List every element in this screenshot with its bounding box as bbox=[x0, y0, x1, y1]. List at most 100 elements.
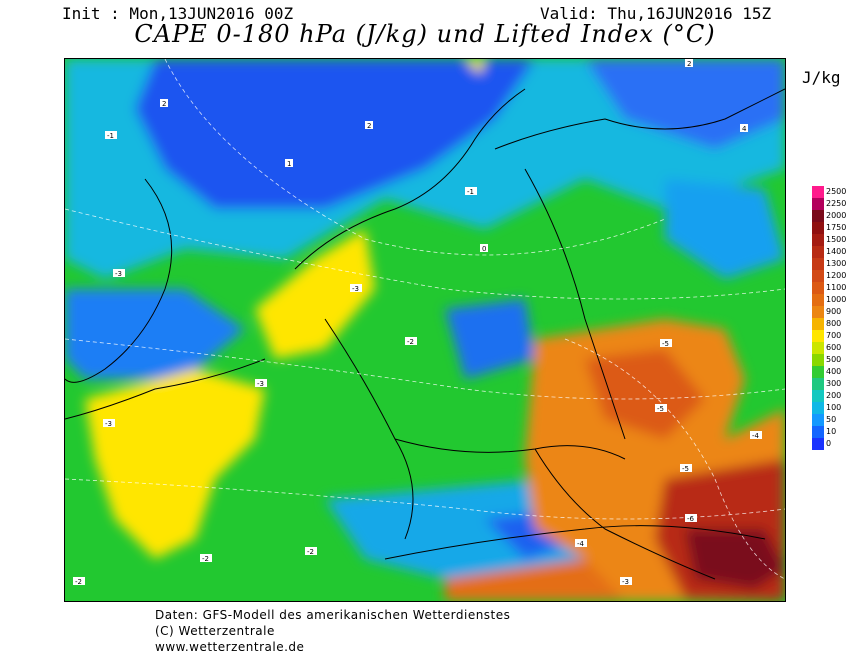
legend-label: 0 bbox=[826, 439, 832, 448]
li-label: -2 bbox=[305, 547, 317, 556]
li-label: 1 bbox=[285, 159, 293, 168]
li-label: 4 bbox=[740, 124, 748, 133]
legend-label: 1750 bbox=[826, 223, 847, 232]
legend-label: 600 bbox=[826, 343, 842, 352]
legend-unit: J/kg bbox=[802, 68, 841, 87]
legend-swatch bbox=[812, 210, 824, 222]
li-label: -2 bbox=[73, 577, 85, 586]
li-label: -2 bbox=[200, 554, 212, 563]
blue-northeast bbox=[585, 59, 785, 149]
svg-text:-2: -2 bbox=[75, 578, 82, 586]
legend-swatch bbox=[812, 270, 824, 282]
legend-label: 300 bbox=[826, 379, 842, 388]
svg-text:-5: -5 bbox=[657, 405, 664, 413]
legend-swatch bbox=[812, 282, 824, 294]
li-label: 2 bbox=[160, 99, 168, 108]
legend-label: 400 bbox=[826, 367, 842, 376]
lifted-index-contours bbox=[65, 59, 785, 580]
li-label: -4 bbox=[575, 539, 587, 548]
svg-text:-3: -3 bbox=[352, 285, 359, 293]
li-label: -5 bbox=[655, 404, 667, 413]
legend-label: 100 bbox=[826, 403, 842, 412]
svg-text:1: 1 bbox=[287, 160, 291, 168]
yellow-france bbox=[85, 369, 265, 559]
legend-swatch bbox=[812, 234, 824, 246]
legend-swatch bbox=[812, 330, 824, 342]
footer-url: www.wetterzentrale.de bbox=[155, 640, 305, 654]
legend-label: 2000 bbox=[826, 211, 847, 220]
li-label: -1 bbox=[465, 187, 477, 196]
svg-text:-3: -3 bbox=[105, 420, 112, 428]
blue-west bbox=[65, 289, 245, 379]
li-label: -1 bbox=[105, 131, 117, 140]
svg-text:-1: -1 bbox=[107, 132, 114, 140]
legend-swatch bbox=[812, 378, 824, 390]
legend-label: 1500 bbox=[826, 235, 847, 244]
li-label: -3 bbox=[255, 379, 267, 388]
valid-time: Valid: Thu,16JUN2016 15Z bbox=[540, 4, 772, 23]
li-label: -3 bbox=[113, 269, 125, 278]
legend-label: 1300 bbox=[826, 259, 847, 268]
li-label: -6 bbox=[685, 514, 697, 523]
legend-label: 1400 bbox=[826, 247, 847, 256]
legend-swatch bbox=[812, 414, 824, 426]
svg-text:-2: -2 bbox=[407, 338, 414, 346]
legend-label: 10 bbox=[826, 427, 837, 436]
footer: Daten: GFS-Modell des amerikanischen Wet… bbox=[155, 607, 510, 655]
legend-label: 1200 bbox=[826, 271, 847, 280]
legend-swatch bbox=[812, 318, 824, 330]
blue-northsea bbox=[135, 59, 535, 209]
svg-text:-1: -1 bbox=[467, 188, 474, 196]
legend-swatch bbox=[812, 306, 824, 318]
legend-swatch bbox=[812, 342, 824, 354]
legend-label: 1100 bbox=[826, 283, 847, 292]
legend-swatch bbox=[812, 186, 824, 198]
footer-copyright: (C) Wetterzentrale bbox=[155, 624, 275, 638]
li-label: -3 bbox=[103, 419, 115, 428]
svg-text:-3: -3 bbox=[115, 270, 122, 278]
legend-swatch bbox=[812, 354, 824, 366]
svg-text:-3: -3 bbox=[257, 380, 264, 388]
yellow-top bbox=[465, 59, 485, 74]
svg-text:-2: -2 bbox=[307, 548, 314, 556]
orange-south bbox=[445, 559, 625, 601]
legend-swatch bbox=[812, 258, 824, 270]
svg-text:2: 2 bbox=[687, 60, 691, 68]
svg-text:-5: -5 bbox=[662, 340, 669, 348]
legend-label: 50 bbox=[826, 415, 837, 424]
legend-label: 800 bbox=[826, 319, 842, 328]
legend-swatch bbox=[812, 294, 824, 306]
cape-field: 2 2 2 4 1 -1 -1 0 -3 -2 -3 -3 -3 -5 -5 -… bbox=[65, 59, 785, 601]
coastlines bbox=[65, 88, 785, 580]
cape-legend: 2500 2250 2000 1750 1500 1400 1300 1200 1100 1000… bbox=[812, 186, 846, 450]
svg-text:-4: -4 bbox=[577, 540, 585, 548]
contour-labels: 2 2 2 4 1 -1 -1 0 -3 -2 -3 -3 -3 -5 -5 -… bbox=[73, 59, 762, 586]
svg-text:-5: -5 bbox=[682, 465, 689, 473]
darkred-core bbox=[685, 529, 785, 589]
legend-swatch bbox=[812, 402, 824, 414]
legend-label: 900 bbox=[826, 307, 842, 316]
legend-swatch bbox=[812, 390, 824, 402]
legend-swatch bbox=[812, 438, 824, 450]
orange-core-1 bbox=[585, 349, 705, 439]
footer-data-source: Daten: GFS-Modell des amerikanischen Wet… bbox=[155, 608, 511, 622]
svg-text:-3: -3 bbox=[622, 578, 629, 586]
svg-text:2: 2 bbox=[367, 122, 371, 130]
li-label: -5 bbox=[660, 339, 672, 348]
li-label: -4 bbox=[750, 431, 762, 440]
li-label: 0 bbox=[480, 244, 488, 253]
legend-swatch bbox=[812, 426, 824, 438]
legend-label: 2500 bbox=[826, 187, 847, 196]
svg-text:2: 2 bbox=[162, 100, 166, 108]
li-label: 2 bbox=[365, 121, 373, 130]
svg-text:-2: -2 bbox=[202, 555, 209, 563]
svg-text:-6: -6 bbox=[687, 515, 695, 523]
legend-swatch bbox=[812, 246, 824, 258]
yellow-benelux bbox=[255, 229, 375, 359]
init-time: Init : Mon,13JUN2016 00Z bbox=[62, 4, 294, 23]
blue-central bbox=[445, 299, 535, 379]
li-label: -5 bbox=[680, 464, 692, 473]
legend-swatch bbox=[812, 198, 824, 210]
legend-label: 700 bbox=[826, 331, 842, 340]
map-title: CAPE 0-180 hPa (J/kg) und Lifted Index (… bbox=[134, 20, 716, 48]
